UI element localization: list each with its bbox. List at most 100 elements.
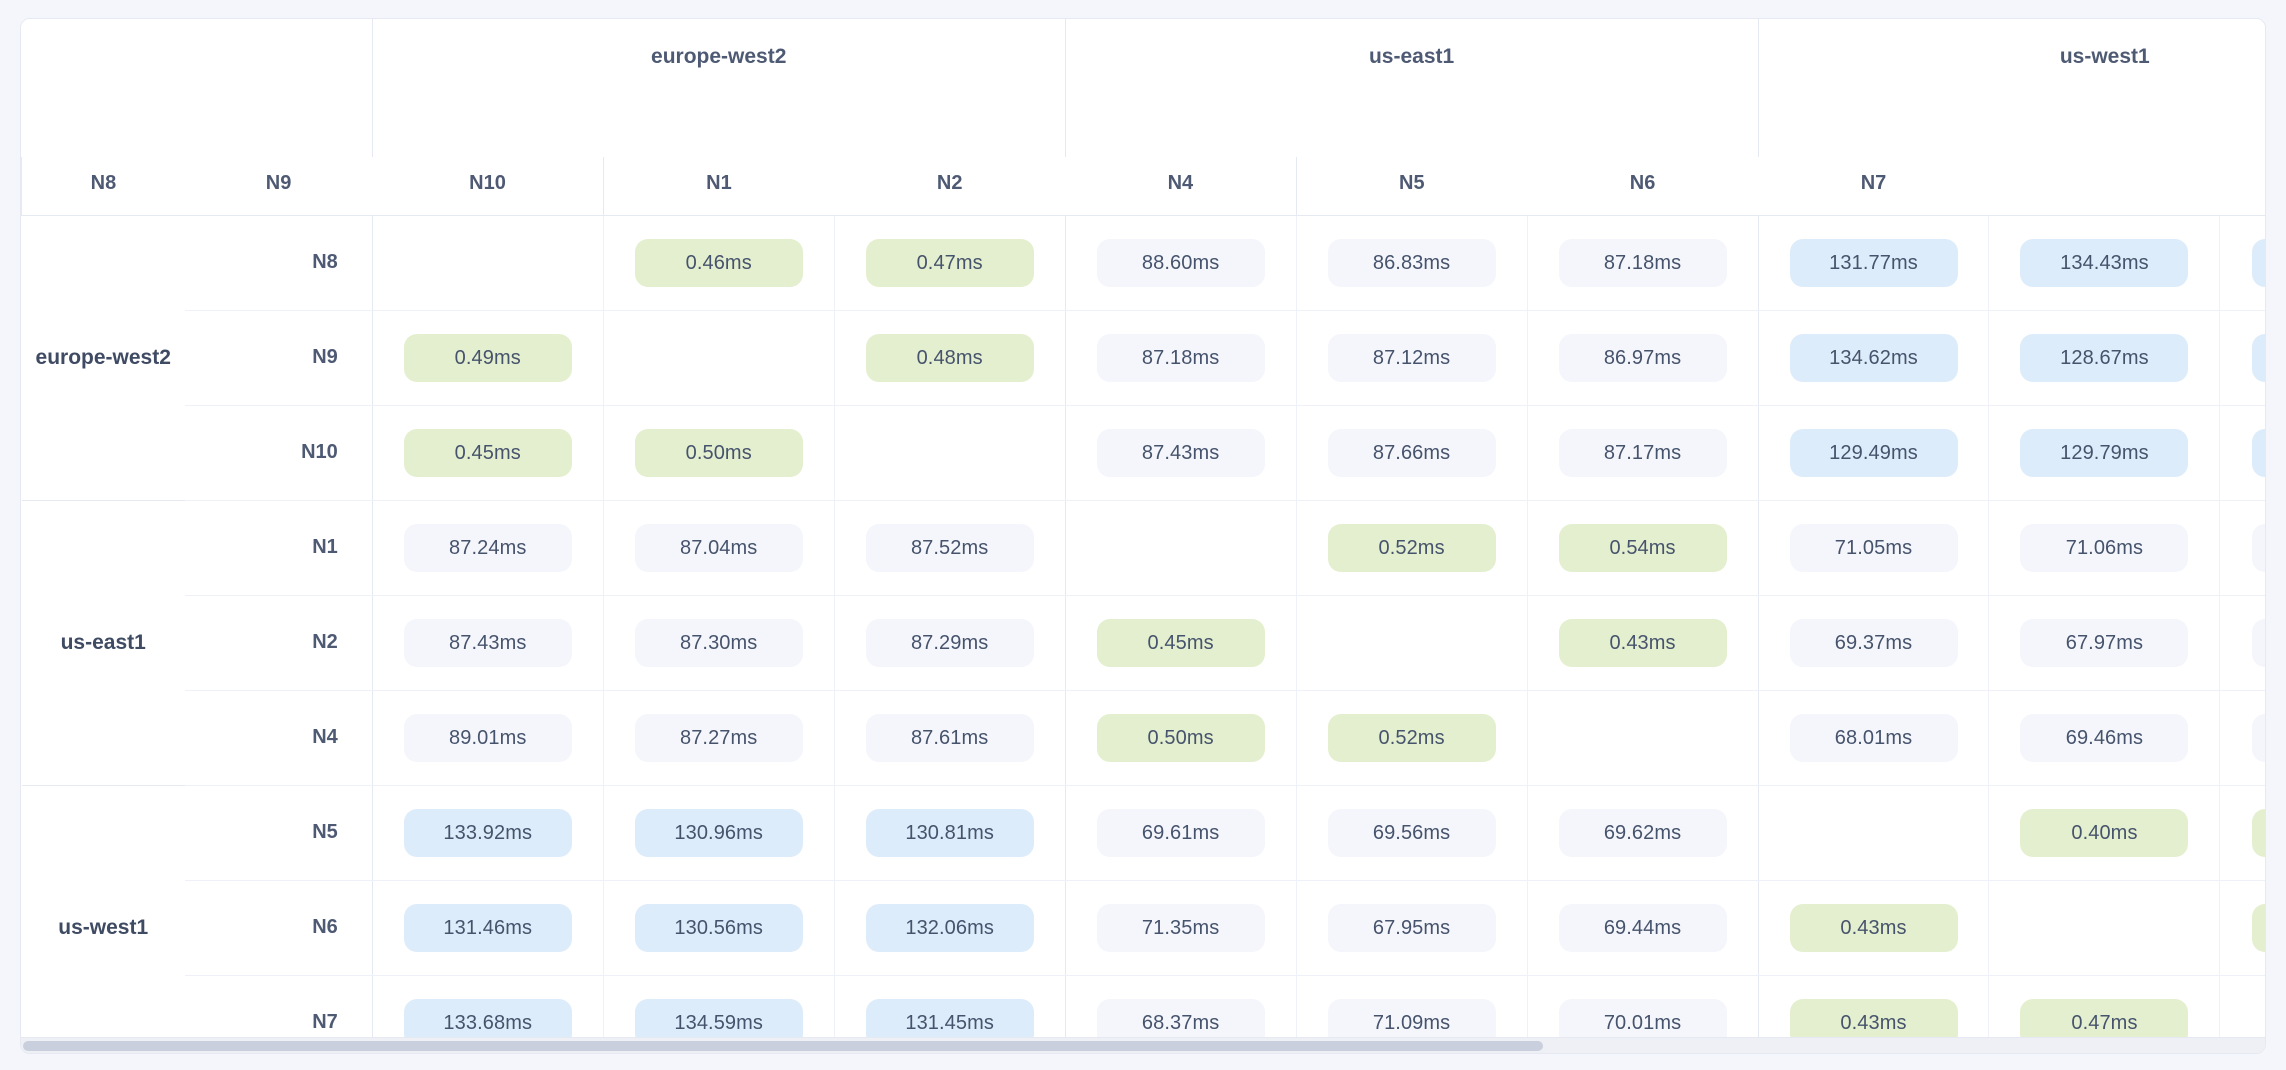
latency-cell-N9-N8[interactable]: 0.49ms bbox=[371, 310, 604, 406]
latency-cell-N8-N8[interactable] bbox=[371, 214, 604, 311]
column-region-header-row: europe-west2 us-east1 us-west1 bbox=[21, 19, 2265, 157]
latency-cell-N1-N9[interactable]: 87.04ms bbox=[602, 499, 835, 596]
row-node-label-N6: N6 bbox=[184, 880, 373, 976]
latency-cell-N7-N9[interactable]: 134.59ms bbox=[602, 975, 835, 1039]
column-node-header-N2: N2 bbox=[834, 157, 1066, 216]
latency-cell-N2-N2[interactable] bbox=[1295, 595, 1528, 691]
latency-cell-N4-N10[interactable]: 87.61ms bbox=[833, 690, 1066, 786]
latency-cell-N8-N2[interactable]: 86.83ms bbox=[1295, 214, 1528, 311]
latency-cell-N2-N6[interactable]: 67.97ms bbox=[1988, 595, 2220, 691]
latency-cell-N4-N6[interactable]: 69.46ms bbox=[1988, 690, 2220, 786]
latency-cell-N6-N9[interactable]: 130.56ms bbox=[602, 880, 835, 976]
latency-cell-N10-N10[interactable] bbox=[833, 405, 1066, 501]
latency-cell-N4-N8[interactable]: 89.01ms bbox=[371, 690, 604, 786]
latency-cell-N10-N8[interactable]: 0.45ms bbox=[371, 405, 604, 501]
latency-cell-N9-N9[interactable] bbox=[602, 310, 835, 406]
column-node-header-row: N8 N9 N10 N1 N2 N4 N5 N6 N7 bbox=[21, 157, 2266, 216]
latency-cell-N4-N7[interactable]: 68.09ms bbox=[2219, 690, 2265, 786]
latency-cell-N1-N4[interactable]: 0.54ms bbox=[1526, 499, 1759, 596]
latency-cell-N5-N9[interactable]: 130.96ms bbox=[602, 784, 835, 881]
latency-cell-N10-N2[interactable]: 87.66ms bbox=[1295, 405, 1528, 501]
latency-cell-N4-N5[interactable]: 68.01ms bbox=[1757, 690, 1989, 786]
latency-cell-N2-N9[interactable]: 87.30ms bbox=[602, 595, 835, 691]
latency-cell-N10-N6[interactable]: 129.79ms bbox=[1988, 405, 2220, 501]
latency-cell-N10-N7[interactable]: 135.58ms bbox=[2219, 405, 2265, 501]
latency-cell-N6-N5[interactable]: 0.43ms bbox=[1757, 880, 1989, 976]
latency-value-pill: 0.45ms bbox=[403, 428, 572, 477]
latency-cell-N9-N7[interactable]: 128.07ms bbox=[2219, 310, 2265, 406]
latency-cell-N1-N6[interactable]: 71.06ms bbox=[1988, 499, 2220, 596]
latency-cell-N5-N7[interactable]: 0.48ms bbox=[2219, 784, 2265, 881]
latency-cell-N2-N7[interactable]: 71.08ms bbox=[2219, 595, 2265, 691]
latency-cell-N8-N7[interactable]: 129.57ms bbox=[2219, 214, 2265, 311]
latency-value-pill: 129.49ms bbox=[1789, 428, 1958, 477]
horizontal-scrollbar-thumb[interactable] bbox=[23, 1041, 1543, 1051]
latency-value-pill: 87.18ms bbox=[1096, 333, 1265, 382]
latency-cell-N8-N9[interactable]: 0.46ms bbox=[602, 214, 835, 311]
latency-cell-N9-N6[interactable]: 128.67ms bbox=[1988, 310, 2220, 406]
latency-cell-N2-N5[interactable]: 69.37ms bbox=[1757, 595, 1989, 691]
latency-value-pill: 87.12ms bbox=[1327, 333, 1496, 382]
latency-cell-N1-N8[interactable]: 87.24ms bbox=[371, 499, 604, 596]
latency-cell-N10-N9[interactable]: 0.50ms bbox=[602, 405, 835, 501]
latency-cell-N7-N6[interactable]: 0.47ms bbox=[1988, 975, 2220, 1039]
latency-cell-N8-N4[interactable]: 87.18ms bbox=[1526, 214, 1759, 311]
latency-cell-N7-N2[interactable]: 71.09ms bbox=[1295, 975, 1528, 1039]
latency-cell-N4-N2[interactable]: 0.52ms bbox=[1295, 690, 1528, 786]
latency-cell-N8-N5[interactable]: 131.77ms bbox=[1757, 214, 1989, 311]
latency-cell-N9-N5[interactable]: 134.62ms bbox=[1757, 310, 1989, 406]
latency-cell-N7-N1[interactable]: 68.37ms bbox=[1064, 975, 1297, 1039]
latency-cell-N7-N4[interactable]: 70.01ms bbox=[1526, 975, 1759, 1039]
latency-cell-N7-N5[interactable]: 0.43ms bbox=[1757, 975, 1989, 1039]
latency-cell-N8-N1[interactable]: 88.60ms bbox=[1064, 214, 1297, 311]
matrix-row: N2 87.43ms 87.30ms 87.29ms 0.45ms 0.43ms 69.37… bbox=[22, 595, 2265, 691]
latency-cell-N10-N5[interactable]: 129.49ms bbox=[1757, 405, 1989, 501]
latency-cell-N5-N8[interactable]: 133.92ms bbox=[371, 784, 604, 881]
column-node-header-N1: N1 bbox=[602, 157, 835, 216]
latency-cell-N6-N10[interactable]: 132.06ms bbox=[833, 880, 1066, 976]
latency-cell-N5-N10[interactable]: 130.81ms bbox=[833, 784, 1066, 881]
latency-cell-N9-N1[interactable]: 87.18ms bbox=[1064, 310, 1297, 406]
latency-cell-N10-N4[interactable]: 87.17ms bbox=[1526, 405, 1759, 501]
latency-cell-N2-N8[interactable]: 87.43ms bbox=[371, 595, 604, 691]
latency-cell-N7-N10[interactable]: 131.45ms bbox=[833, 975, 1066, 1039]
latency-cell-N5-N5[interactable] bbox=[1757, 784, 1989, 881]
latency-cell-N9-N4[interactable]: 86.97ms bbox=[1526, 310, 1759, 406]
latency-cell-N4-N4[interactable] bbox=[1526, 690, 1759, 786]
latency-cell-N5-N2[interactable]: 69.56ms bbox=[1295, 784, 1528, 881]
latency-cell-N5-N6[interactable]: 0.40ms bbox=[1988, 784, 2220, 881]
matrix-corner-cell bbox=[21, 19, 373, 157]
latency-value-pill: 0.48ms bbox=[865, 333, 1034, 382]
latency-cell-N9-N2[interactable]: 87.12ms bbox=[1295, 310, 1528, 406]
latency-cell-N2-N1[interactable]: 0.45ms bbox=[1064, 595, 1297, 691]
latency-cell-N2-N4[interactable]: 0.43ms bbox=[1526, 595, 1759, 691]
row-node-label-N7: N7 bbox=[184, 975, 373, 1039]
latency-cell-N8-N10[interactable]: 0.47ms bbox=[833, 214, 1066, 311]
latency-cell-N6-N7[interactable]: 0.53ms bbox=[2219, 880, 2265, 976]
latency-cell-N9-N10[interactable]: 0.48ms bbox=[833, 310, 1066, 406]
latency-value-pill: 68.09ms bbox=[2251, 713, 2265, 762]
matrix-scroll-container[interactable]: europe-west2 us-east1 us-west1 N8 N9 N10 N1 N2… bbox=[21, 19, 2265, 1039]
latency-cell-N5-N1[interactable]: 69.61ms bbox=[1064, 784, 1297, 881]
latency-value-pill: 129.79ms bbox=[2020, 428, 2189, 477]
latency-cell-N4-N1[interactable]: 0.50ms bbox=[1064, 690, 1297, 786]
latency-cell-N7-N7[interactable] bbox=[2219, 975, 2265, 1039]
latency-cell-N6-N2[interactable]: 67.95ms bbox=[1295, 880, 1528, 976]
latency-cell-N1-N10[interactable]: 87.52ms bbox=[833, 499, 1066, 596]
latency-value-pill: 129.57ms bbox=[2251, 238, 2265, 287]
latency-cell-N6-N4[interactable]: 69.44ms bbox=[1526, 880, 1759, 976]
latency-cell-N10-N1[interactable]: 87.43ms bbox=[1064, 405, 1297, 501]
latency-cell-N1-N1[interactable] bbox=[1064, 499, 1297, 596]
latency-cell-N8-N6[interactable]: 134.43ms bbox=[1988, 214, 2220, 311]
latency-cell-N1-N5[interactable]: 71.05ms bbox=[1757, 499, 1989, 596]
latency-cell-N4-N9[interactable]: 87.27ms bbox=[602, 690, 835, 786]
latency-cell-N5-N4[interactable]: 69.62ms bbox=[1526, 784, 1759, 881]
latency-cell-N6-N6[interactable] bbox=[1988, 880, 2220, 976]
latency-cell-N6-N8[interactable]: 131.46ms bbox=[371, 880, 604, 976]
latency-cell-N1-N7[interactable]: 71.90ms bbox=[2219, 499, 2265, 596]
latency-cell-N1-N2[interactable]: 0.52ms bbox=[1295, 499, 1528, 596]
latency-cell-N6-N1[interactable]: 71.35ms bbox=[1064, 880, 1297, 976]
latency-cell-N2-N10[interactable]: 87.29ms bbox=[833, 595, 1066, 691]
horizontal-scrollbar[interactable] bbox=[21, 1037, 2265, 1053]
latency-cell-N7-N8[interactable]: 133.68ms bbox=[371, 975, 604, 1039]
